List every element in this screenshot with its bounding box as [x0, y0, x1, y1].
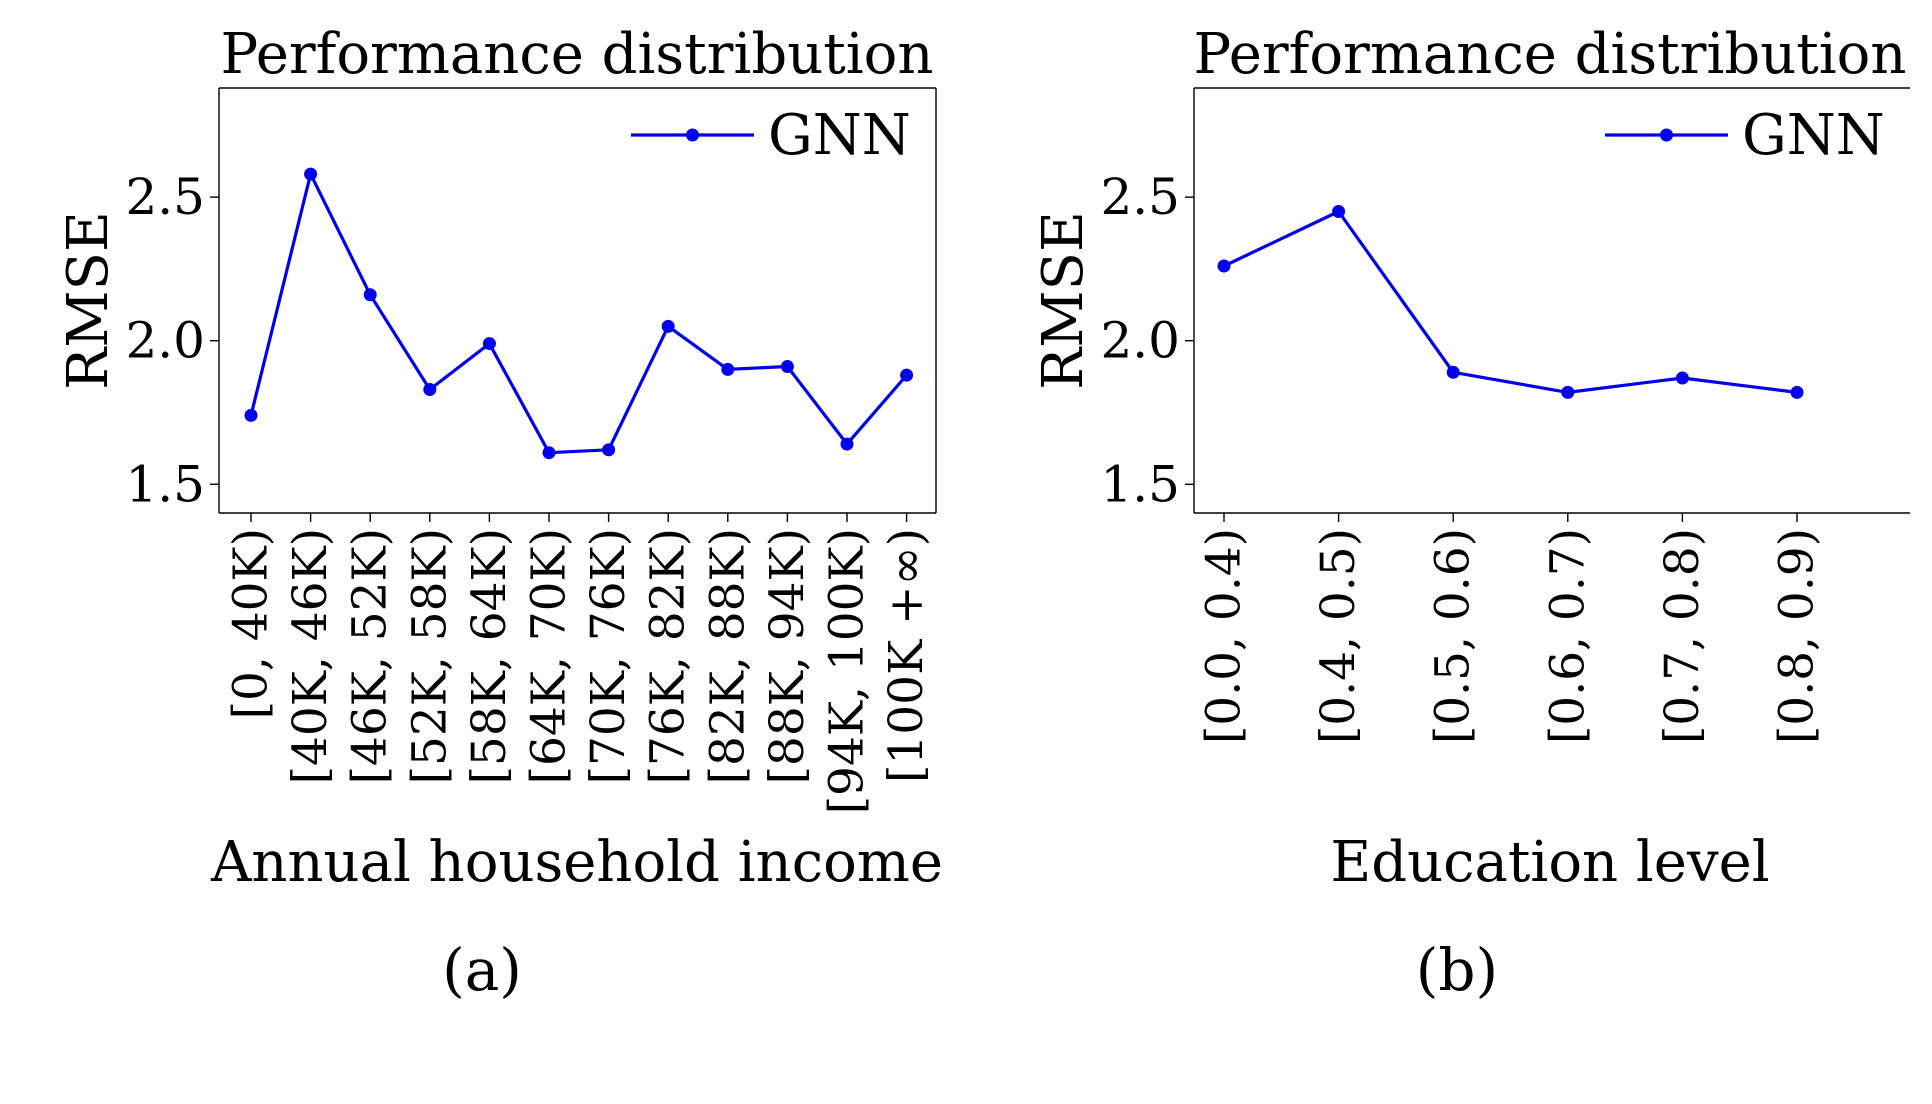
chart-title: Performance distribution [1194, 22, 1907, 87]
y-axis-label: RMSE [56, 211, 121, 390]
data-point [1446, 365, 1460, 379]
y-tick-label: 1.5 [125, 455, 205, 513]
data-point [1217, 259, 1231, 273]
x-tick-label: [94K, 100K) [820, 528, 875, 814]
x-tick-label: [82K, 88K) [700, 528, 755, 784]
x-axis-label: Annual household income [210, 830, 943, 895]
data-point [423, 383, 437, 397]
x-tick-label: [52K, 58K) [402, 528, 457, 784]
y-tick-label: 2.0 [125, 312, 205, 370]
x-tick-label: [76K, 82K) [641, 528, 696, 784]
data-point [721, 362, 735, 376]
data-point [780, 360, 794, 374]
panel-label: (a) [442, 936, 522, 1004]
y-tick-label: 2.5 [1100, 168, 1180, 226]
data-point [542, 446, 556, 460]
data-point [661, 319, 675, 333]
legend-label: GNN [768, 103, 911, 168]
x-tick-label: [40K, 46K) [283, 528, 338, 784]
data-point [304, 167, 318, 181]
data-point [1561, 385, 1575, 399]
x-tick-label: [0.0, 0.4) [1197, 528, 1252, 744]
y-axis-label: RMSE [1031, 211, 1096, 390]
legend-marker [1660, 128, 1673, 142]
data-point [244, 408, 258, 422]
x-tick-label: [0, 40K) [224, 528, 279, 719]
x-tick-label: [88K, 94K) [760, 528, 815, 784]
x-tick-label: [64K, 70K) [522, 528, 577, 784]
x-tick-label: [0.8, 0.9) [1770, 528, 1825, 744]
x-tick-label: [0.6, 0.7) [1540, 528, 1595, 744]
data-point [602, 443, 616, 457]
y-tick-label: 2.5 [125, 168, 205, 226]
legend-label: GNN [1742, 103, 1885, 168]
data-point [1675, 371, 1689, 385]
y-tick-label: 1.5 [1100, 455, 1180, 513]
x-axis-label: Education level [1330, 830, 1769, 895]
panel-label: (b) [1416, 936, 1498, 1004]
data-point [1790, 385, 1804, 399]
x-tick-label: [0.7, 0.8) [1655, 528, 1710, 744]
chart-title: Performance distribution [221, 22, 934, 87]
x-tick-label: [0.4, 0.5) [1311, 528, 1366, 744]
data-point [363, 288, 377, 302]
legend-marker [686, 128, 699, 142]
x-tick-label: [0.5, 0.6) [1426, 528, 1481, 744]
data-point [1332, 204, 1346, 218]
data-point [900, 368, 914, 382]
x-tick-label: [70K, 76K) [581, 528, 636, 784]
series-line-gnn [1223, 209, 1798, 394]
series-line-gnn [249, 172, 908, 455]
x-tick-label: [100K +∞) [879, 528, 934, 783]
data-point [840, 437, 854, 451]
y-tick-label: 2.0 [1100, 312, 1180, 370]
x-tick-label: [58K, 64K) [462, 528, 517, 784]
data-point [482, 337, 496, 351]
x-tick-label: [46K, 52K) [343, 528, 398, 784]
